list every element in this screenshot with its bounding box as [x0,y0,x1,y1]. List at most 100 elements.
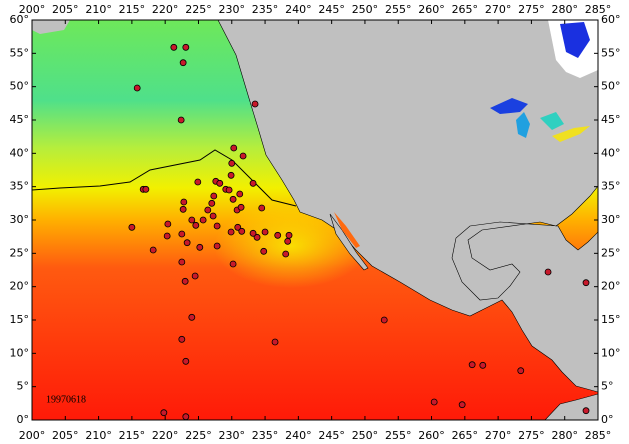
station-point [182,357,190,365]
x-tick-label: 250° [352,429,379,442]
y-tick-label: 45° [10,113,30,126]
x-tick-label: 285° [585,429,612,442]
x-tick-label: 220° [152,429,179,442]
station-point [229,195,237,203]
y-tick-label: 35° [601,180,621,193]
station-point [258,204,266,212]
station-point [479,361,487,369]
station-point [239,152,247,160]
y-tick-label: 25° [10,246,30,259]
station-point [181,277,189,285]
station-point [180,198,188,206]
x-tick-label: 235° [252,429,279,442]
station-point [227,171,235,179]
y-tick-label: 30° [601,213,621,226]
x-tick-label: 280° [551,429,578,442]
station-point [282,250,290,258]
x-tick-label: 260° [418,3,445,16]
station-point [182,43,190,51]
station-point [178,335,186,343]
station-point [128,223,136,231]
x-tick-label: 230° [219,429,246,442]
station-point [236,190,244,198]
station-point [192,221,200,229]
y-tick-label: 55° [10,46,30,59]
x-tick-label: 270° [485,3,512,16]
x-tick-label: 245° [318,3,345,16]
station-point [227,228,235,236]
station-point [237,203,245,211]
station-point [149,246,157,254]
y-tick-label: 10° [10,346,30,359]
station-point [188,216,196,224]
station-point [179,205,187,213]
station-point [208,199,216,207]
x-tick-label: 255° [385,3,412,16]
y-tick-label: 55° [601,46,621,59]
x-tick-label: 240° [285,3,312,16]
x-tick-label: 220° [152,3,179,16]
station-point [238,227,246,235]
station-point [170,43,178,51]
y-tick-label: 25° [601,246,621,259]
station-point [210,192,218,200]
station-point [213,222,221,230]
y-tick-label: 50° [601,80,621,93]
y-tick-label: 0° [17,413,30,426]
station-point [160,409,168,417]
station-point [229,260,237,268]
map-background [32,20,598,420]
x-tick-label: 265° [452,3,479,16]
station-point [230,144,238,152]
station-point [517,367,525,375]
x-tick-label: 225° [185,3,212,16]
station-point [204,206,212,214]
x-tick-label: 200° [19,3,46,16]
y-tick-label: 5° [17,380,30,393]
station-point [468,361,476,369]
x-tick-label: 275° [518,429,545,442]
y-tick-label: 20° [10,280,30,293]
y-tick-label: 45° [601,113,621,126]
station-point [183,239,191,247]
y-tick-label: 40° [10,146,30,159]
station-point [430,398,438,406]
x-tick-label: 235° [252,3,279,16]
station-point [225,186,233,194]
x-tick-label: 240° [285,429,312,442]
x-tick-label: 285° [585,3,612,16]
station-point [251,100,259,108]
y-tick-label: 5° [601,380,614,393]
station-point [228,159,236,167]
station-point [178,258,186,266]
station-point [284,237,292,245]
station-point [163,232,171,240]
station-point [209,212,217,220]
station-point [249,229,257,237]
y-tick-label: 10° [601,346,621,359]
station-point [253,233,261,241]
x-tick-label: 275° [518,3,545,16]
station-point [213,242,221,250]
station-point [582,407,590,415]
y-tick-label: 0° [601,413,614,426]
x-tick-label: 250° [352,3,379,16]
x-tick-label: 265° [452,429,479,442]
station-point [285,231,293,239]
station-point [178,230,186,238]
station-point [216,179,224,187]
x-tick-label: 205° [52,3,79,16]
date-label: 19970618 [46,394,86,405]
x-tick-label: 230° [219,3,246,16]
station-point [234,223,242,231]
station-point [194,178,202,186]
x-tick-label: 210° [85,3,112,16]
station-point [182,413,190,421]
station-point [188,313,196,321]
station-point [164,220,172,228]
station-point [380,316,388,324]
y-tick-label: 15° [601,313,621,326]
station-point [196,243,204,251]
y-tick-label: 40° [601,146,621,159]
